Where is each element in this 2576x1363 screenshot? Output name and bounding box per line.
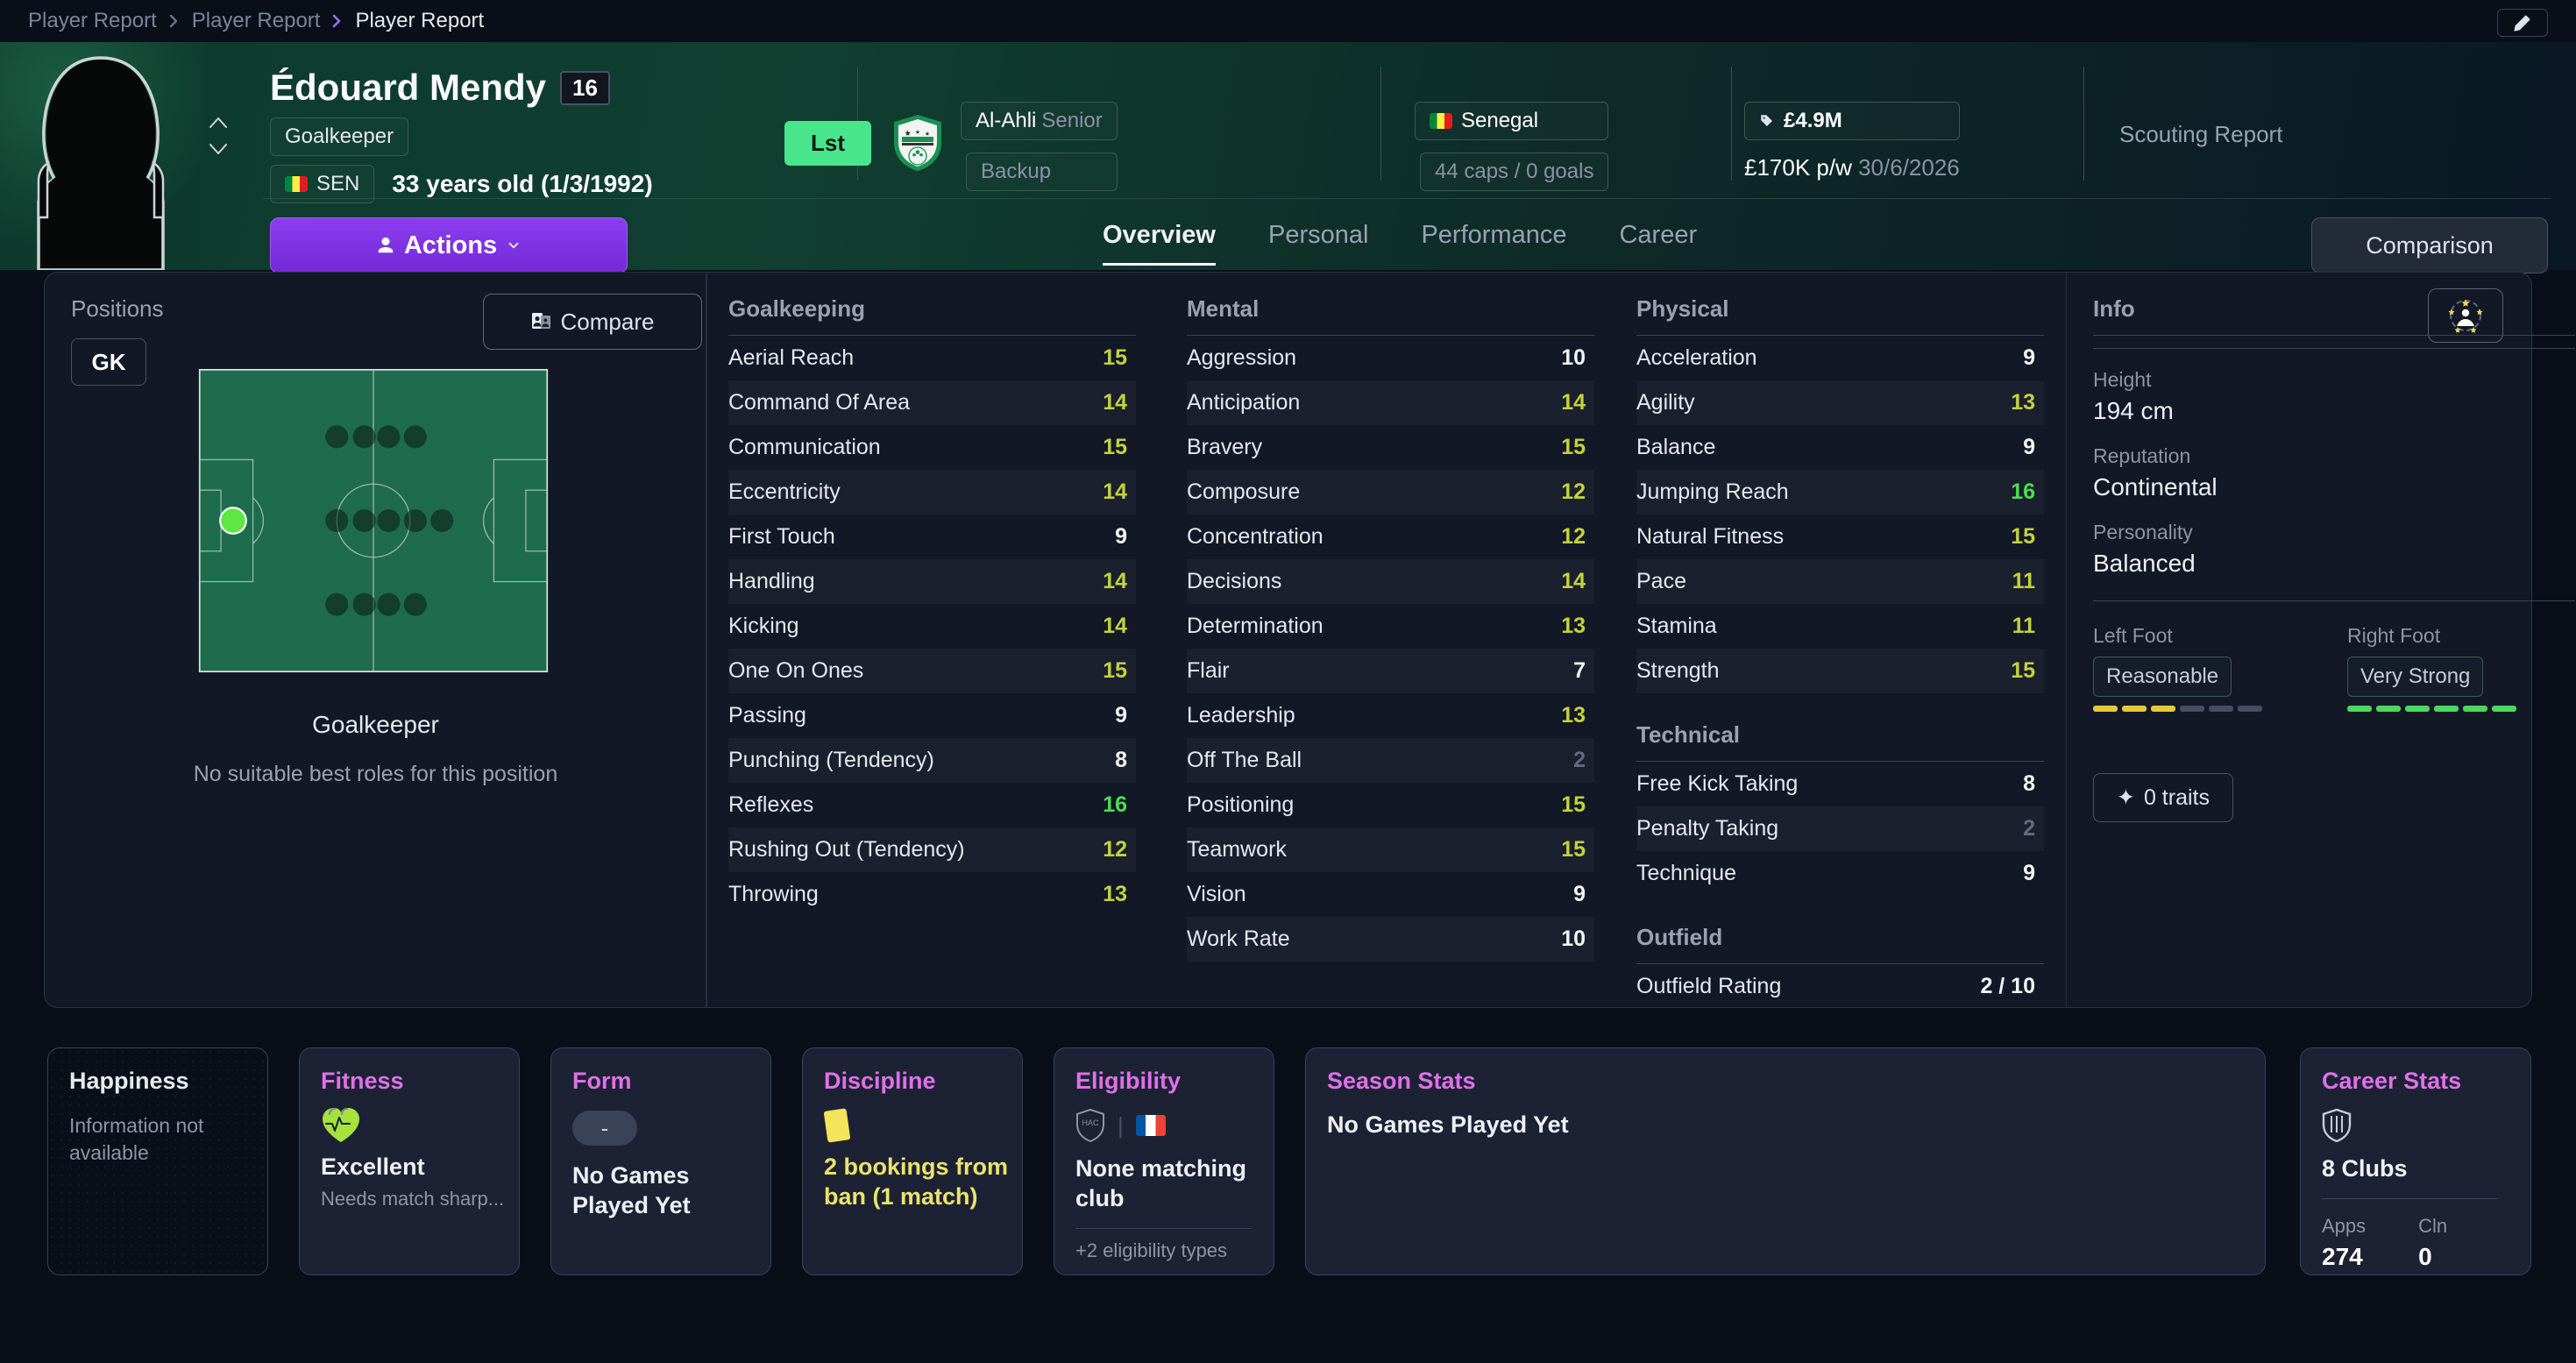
svg-text:HAC: HAC bbox=[1082, 1118, 1099, 1127]
